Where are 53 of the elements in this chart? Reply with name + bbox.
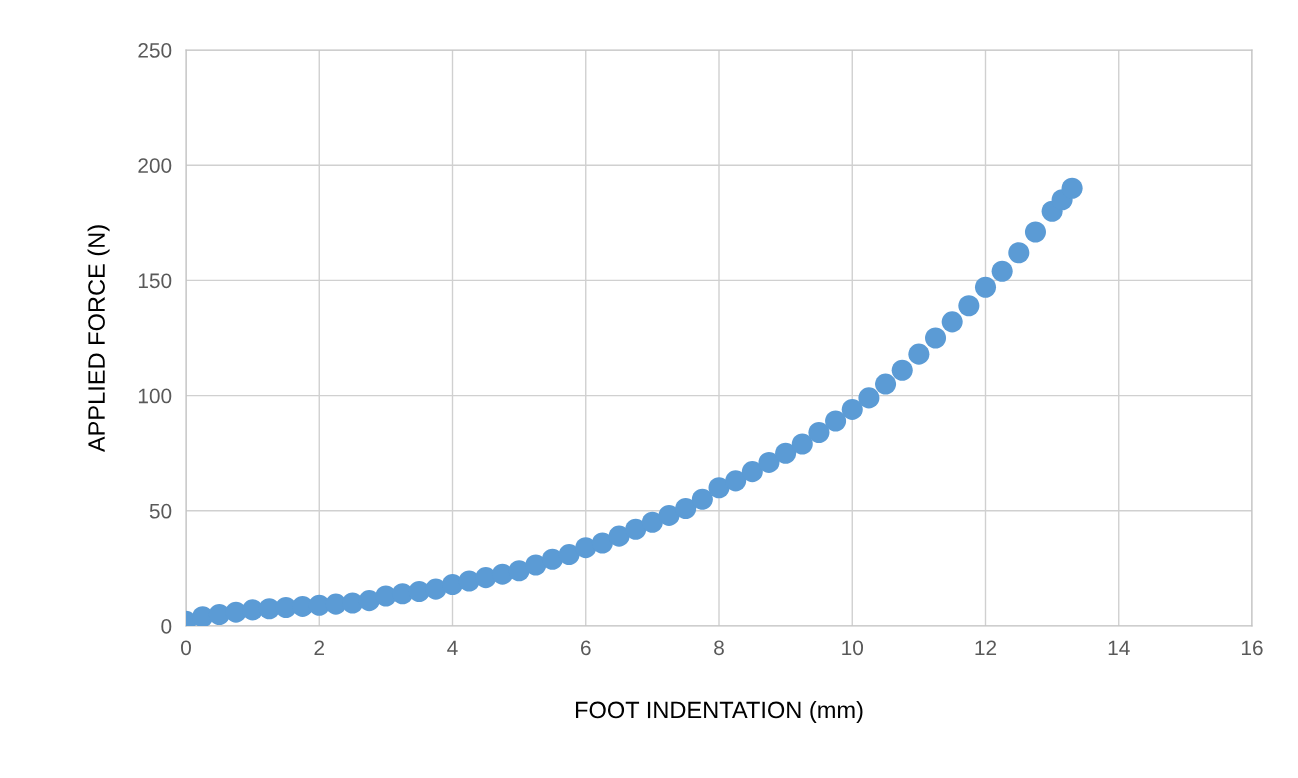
x-axis-title: FOOT INDENTATION (mm) — [575, 700, 863, 723]
point — [725, 470, 747, 492]
point — [525, 554, 547, 576]
x-tick-label: 14 — [1108, 640, 1130, 655]
point — [858, 387, 880, 409]
point — [974, 276, 997, 298]
point — [791, 433, 813, 455]
point — [675, 497, 697, 520]
y-tick-label: 250 — [138, 43, 172, 58]
point — [641, 511, 663, 533]
point — [958, 295, 980, 317]
point — [925, 327, 947, 349]
point — [825, 410, 847, 432]
y-tick-label: 0 — [161, 619, 172, 634]
x-tick-label: 0 — [181, 640, 191, 656]
y-tick-label: 50 — [149, 503, 172, 519]
point — [591, 532, 613, 554]
x-tick-label: 2 — [314, 640, 324, 655]
y-tick-label: 200 — [138, 158, 172, 173]
point — [625, 518, 647, 540]
point — [741, 461, 763, 483]
point — [908, 343, 930, 365]
point — [708, 477, 730, 499]
y-tick-label: 150 — [138, 273, 172, 289]
point — [891, 359, 913, 381]
point — [541, 548, 563, 570]
point — [508, 560, 530, 582]
point — [841, 398, 863, 420]
x-tick-label: 4 — [447, 640, 458, 655]
point — [775, 442, 797, 464]
point — [941, 311, 963, 333]
point — [192, 606, 214, 626]
y-axis-title: APPLIED FORCE (N) — [87, 225, 110, 453]
point — [608, 525, 630, 547]
point — [658, 504, 680, 526]
x-tick-label: 8 — [714, 640, 724, 656]
point — [575, 537, 597, 559]
point — [425, 578, 447, 600]
point — [1061, 177, 1083, 199]
point — [358, 590, 380, 612]
x-tick-label: 10 — [842, 640, 864, 656]
point — [875, 373, 897, 395]
point — [808, 421, 830, 443]
point — [1024, 221, 1046, 243]
y-tick-label: 100 — [138, 388, 172, 404]
x-tick-label: 6 — [581, 640, 591, 656]
point — [691, 488, 713, 510]
point — [1008, 242, 1030, 264]
x-tick-label: 12 — [975, 640, 997, 655]
x-tick-label: 16 — [1242, 640, 1263, 656]
point — [758, 451, 780, 473]
point — [558, 544, 580, 566]
point — [991, 260, 1013, 282]
